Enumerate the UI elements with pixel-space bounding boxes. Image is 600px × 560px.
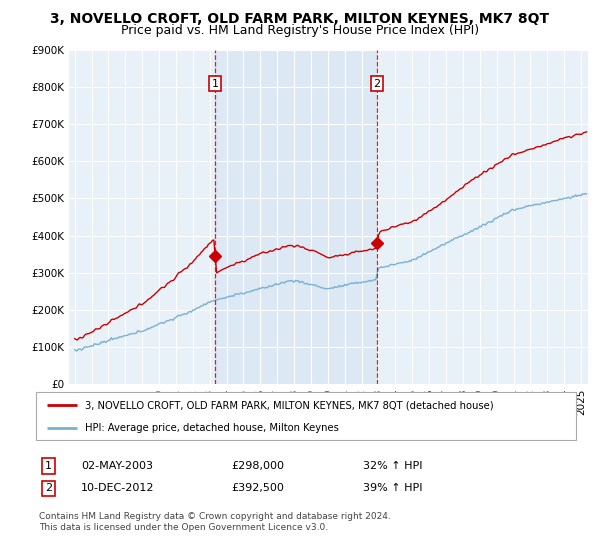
- Text: £298,000: £298,000: [231, 461, 284, 471]
- FancyBboxPatch shape: [36, 392, 576, 440]
- Text: Contains HM Land Registry data © Crown copyright and database right 2024.
This d: Contains HM Land Registry data © Crown c…: [39, 512, 391, 532]
- Text: £392,500: £392,500: [231, 483, 284, 493]
- Text: 02-MAY-2003: 02-MAY-2003: [81, 461, 153, 471]
- Text: 32% ↑ HPI: 32% ↑ HPI: [363, 461, 422, 471]
- Text: 2: 2: [373, 79, 380, 88]
- Text: 3, NOVELLO CROFT, OLD FARM PARK, MILTON KEYNES, MK7 8QT: 3, NOVELLO CROFT, OLD FARM PARK, MILTON …: [50, 12, 550, 26]
- Text: 1: 1: [45, 461, 52, 471]
- Text: HPI: Average price, detached house, Milton Keynes: HPI: Average price, detached house, Milt…: [85, 423, 338, 433]
- Text: 10-DEC-2012: 10-DEC-2012: [81, 483, 155, 493]
- Text: 39% ↑ HPI: 39% ↑ HPI: [363, 483, 422, 493]
- Text: 3, NOVELLO CROFT, OLD FARM PARK, MILTON KEYNES, MK7 8QT (detached house): 3, NOVELLO CROFT, OLD FARM PARK, MILTON …: [85, 400, 493, 410]
- Text: Price paid vs. HM Land Registry's House Price Index (HPI): Price paid vs. HM Land Registry's House …: [121, 24, 479, 36]
- Bar: [215, 50, 377, 384]
- Text: 1: 1: [212, 79, 219, 88]
- Text: 2: 2: [45, 483, 52, 493]
